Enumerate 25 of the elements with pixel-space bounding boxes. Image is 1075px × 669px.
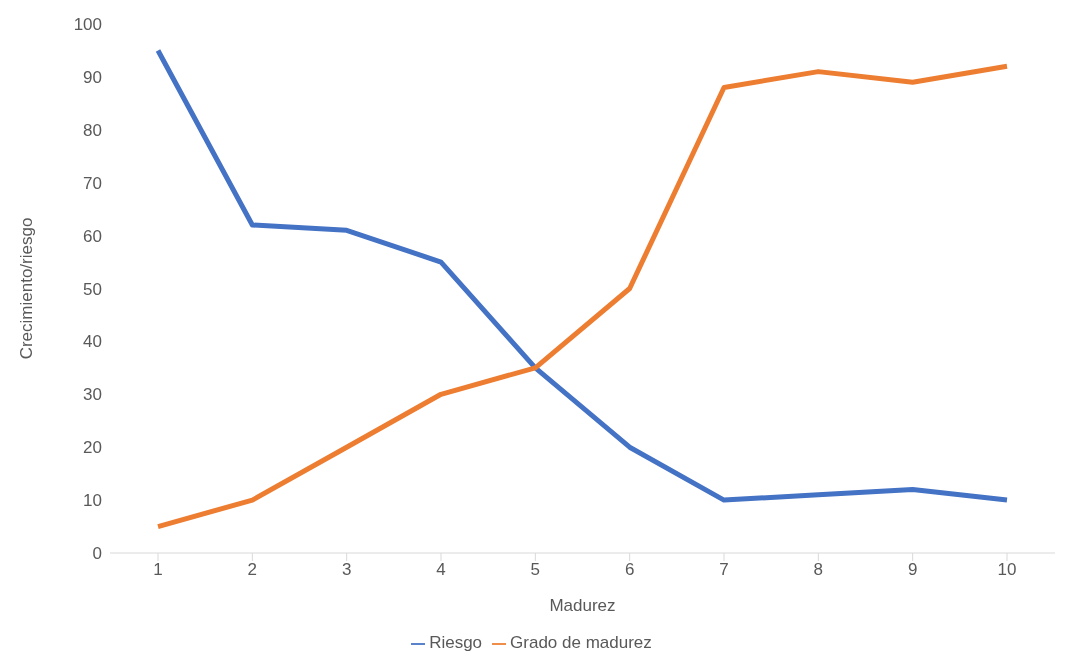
legend-label: Grado de madurez	[510, 633, 652, 652]
y-tick-label: 100	[73, 15, 102, 35]
y-tick-label: 80	[83, 120, 102, 140]
x-tick-label: 4	[436, 560, 446, 580]
y-tick-label: 30	[83, 385, 102, 405]
x-tick-label: 1	[153, 560, 163, 580]
x-axis-title: Madurez	[549, 596, 616, 615]
y-tick-label: 90	[83, 67, 102, 87]
y-tick-label: 0	[92, 544, 102, 564]
y-axis-title: Crecimiento/riesgo	[17, 217, 37, 360]
y-tick-label: 70	[83, 173, 102, 193]
legend-label: Riesgo	[429, 633, 483, 652]
x-tick-label: 9	[907, 560, 918, 580]
y-tick-label: 60	[83, 226, 102, 246]
y-tick-label: 50	[83, 279, 102, 299]
x-tick-label: 2	[247, 560, 258, 580]
y-tick-label: 20	[83, 438, 102, 458]
x-tick-label: 5	[530, 560, 541, 580]
y-tick-label: 40	[83, 332, 102, 352]
x-tick-label: 6	[624, 560, 635, 580]
x-tick-label: 8	[813, 560, 824, 580]
y-tick-label: 10	[83, 491, 102, 511]
x-tick-label: 3	[341, 560, 352, 580]
x-tick-label: 10	[997, 560, 1017, 580]
x-tick-label: 7	[719, 560, 729, 580]
